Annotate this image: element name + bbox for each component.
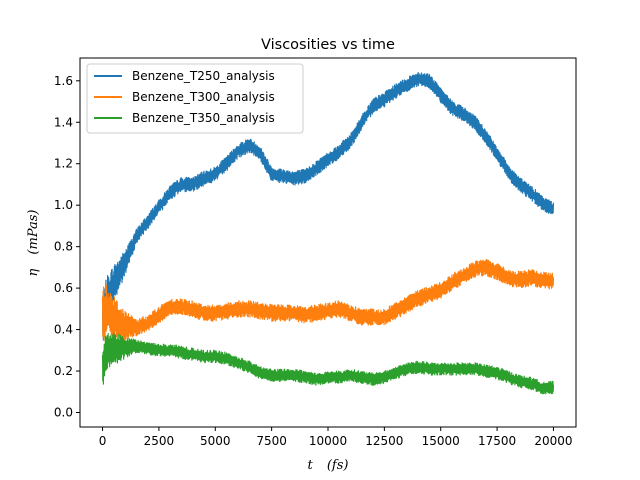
y-tick-label: 0.6 xyxy=(54,281,73,295)
x-axis: 0 2500 5000 7500 10000 12500 15000 17500 20000 xyxy=(99,427,573,448)
legend-label-2: Benzene_T300_analysis xyxy=(132,90,275,104)
y-tick-label: 0.0 xyxy=(54,405,73,419)
x-tick-label: 10000 xyxy=(309,434,347,448)
series-line-3 xyxy=(101,332,555,395)
series-layer xyxy=(101,72,555,395)
y-tick-label: 1.6 xyxy=(54,74,73,88)
x-axis-symbol: t xyxy=(307,458,313,473)
series-line-1 xyxy=(101,72,555,341)
x-tick-label: 2500 xyxy=(144,434,175,448)
series-line-2 xyxy=(101,259,555,342)
y-axis-label: η (mPas) xyxy=(26,210,41,277)
y-tick-label: 1.2 xyxy=(54,157,73,171)
legend-box xyxy=(86,63,304,134)
x-tick-label: 7500 xyxy=(256,434,287,448)
y-tick-label: 1.4 xyxy=(54,115,73,129)
x-axis-unit: (fs) xyxy=(327,458,349,473)
x-tick-label: 5000 xyxy=(200,434,231,448)
x-tick-label: 0 xyxy=(99,434,107,448)
y-tick-label: 0.4 xyxy=(54,323,73,337)
x-tick-label: 20000 xyxy=(534,434,572,448)
chart-title: Viscosities vs time xyxy=(261,37,395,53)
y-axis-unit: (mPas) xyxy=(26,210,41,255)
x-axis-label: t (fs) xyxy=(307,458,348,473)
y-tick-label: 0.8 xyxy=(54,240,73,254)
plot-area xyxy=(101,72,555,395)
x-tick-label: 15000 xyxy=(422,434,460,448)
x-tick-label: 17500 xyxy=(478,434,516,448)
legend-label-1: Benzene_T250_analysis xyxy=(132,69,275,83)
legend: Benzene_T250_analysis Benzene_T300_analys… xyxy=(86,63,304,134)
y-tick-label: 1.0 xyxy=(54,198,73,212)
y-tick-label: 0.2 xyxy=(54,364,73,378)
y-axis: 0.0 0.2 0.4 0.6 0.8 1.0 1.2 1.4 1.6 xyxy=(54,74,80,419)
legend-label-3: Benzene_T350_analysis xyxy=(132,111,275,125)
y-axis-symbol: η xyxy=(26,269,41,277)
x-tick-label: 12500 xyxy=(365,434,403,448)
